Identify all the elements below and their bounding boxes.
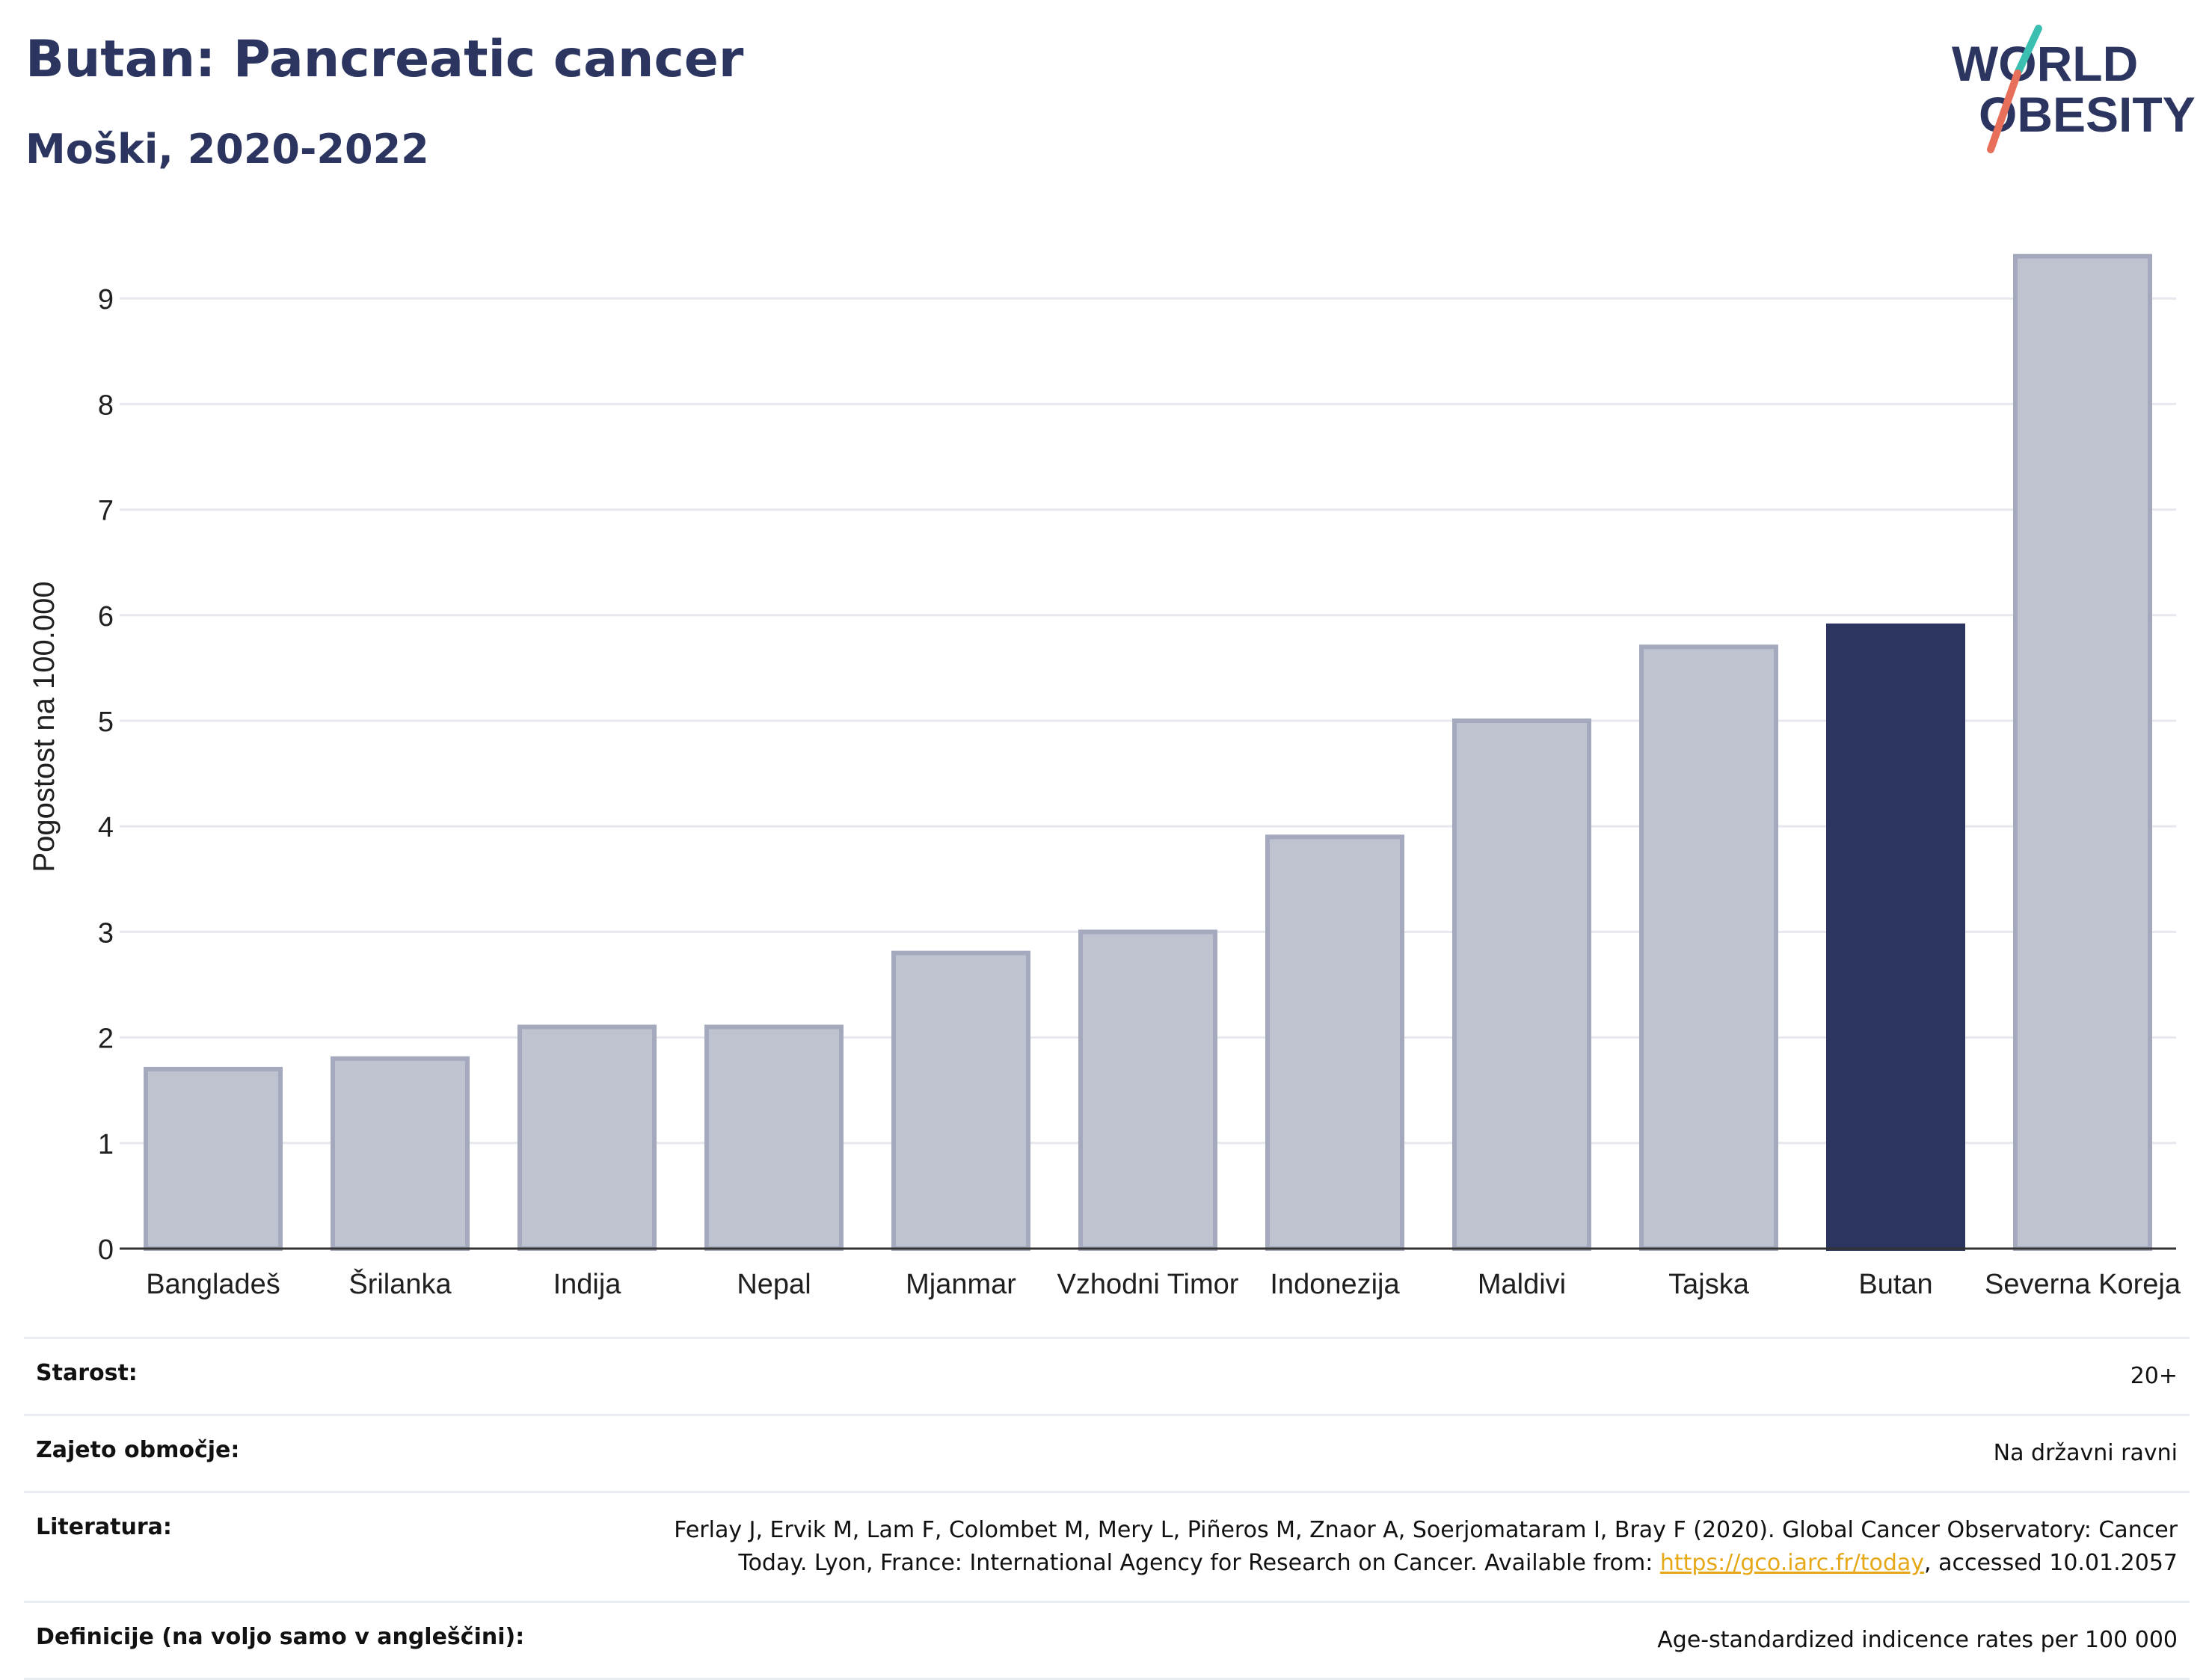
- info-row-literature: Literatura: Ferlay J, Ervik M, Lam F, Co…: [24, 1491, 2190, 1601]
- definitions-label: Definicije (na voljo samo v angleščini):: [36, 1624, 525, 1650]
- age-label: Starost:: [36, 1360, 138, 1386]
- page-title: Butan: Pancreatic cancer: [25, 30, 744, 89]
- info-row-age: Starost: 20+: [24, 1337, 2190, 1414]
- logo-line2: OBESITY: [1979, 87, 2196, 142]
- literature-link[interactable]: https://gco.iarc.fr/today: [1659, 1550, 1925, 1576]
- bar-chart: 0 1 2 3 4 5 6 7 8 9 Bangladeš Šrilanka Indija Nepal Mj…: [28, 253, 2181, 1300]
- y-tick-label: 9: [98, 284, 114, 316]
- axis-layer: 0 1 2 3 4 5 6 7 8 9 Bangladeš Šrilanka Indija Nepal Mj…: [98, 284, 2181, 1300]
- y-tick-label: 4: [98, 812, 114, 843]
- logo-line1: WORLD: [1952, 36, 2138, 91]
- x-tick-label: Severna Koreja: [1985, 1269, 2181, 1300]
- y-tick-label: 8: [98, 390, 114, 421]
- literature-accessed: , accessed 10.01.2057: [1924, 1550, 2178, 1576]
- y-tick-label: 7: [98, 496, 114, 527]
- bar-Maldivi: [1452, 719, 1591, 1251]
- x-tick-label: Indija: [553, 1269, 622, 1300]
- bars-layer: [144, 253, 2152, 1252]
- definitions-value: Age-standardized indicence rates per 100…: [1657, 1627, 2178, 1653]
- area-value: Na državni ravni: [1993, 1440, 2178, 1466]
- bar-Vzhodni Timor: [1078, 929, 1217, 1252]
- info-table: Starost: 20+ Zajeto območje: Na državni …: [24, 1337, 2190, 1680]
- y-tick-label: 3: [98, 917, 114, 949]
- y-tick-label: 6: [98, 601, 114, 633]
- bar-Bangladeš: [144, 1066, 283, 1251]
- y-tick-label: 2: [98, 1024, 114, 1055]
- literature-value: Ferlay J, Ervik M, Lam F, Colombet M, Me…: [622, 1514, 2178, 1580]
- area-label: Zajeto območje:: [36, 1437, 240, 1463]
- bar-Šrilanka: [331, 1056, 470, 1251]
- x-tick-label: Bangladeš: [146, 1269, 280, 1300]
- y-axis-label: Pogostost na 100.000: [28, 581, 61, 872]
- bar-Severna Koreja: [2013, 253, 2152, 1252]
- x-tick-label: Maldivi: [1478, 1269, 1566, 1300]
- literature-label: Literatura:: [36, 1514, 172, 1540]
- bar-Mjanmar: [891, 950, 1030, 1251]
- x-tick-label: Mjanmar: [906, 1269, 1016, 1300]
- x-tick-label: Vzhodni Timor: [1057, 1269, 1239, 1300]
- page-subtitle: Moški, 2020-2022: [25, 126, 429, 173]
- world-obesity-logo: WORLD OBESITY: [1952, 25, 2196, 153]
- logo-slash-teal: [2014, 25, 2042, 77]
- y-tick-label: 5: [98, 707, 114, 738]
- x-tick-label: Indonezija: [1270, 1269, 1400, 1300]
- info-row-definitions: Definicije (na voljo samo v angleščini):…: [24, 1601, 2190, 1680]
- x-tick-label: Šrilanka: [348, 1267, 452, 1300]
- literature-text: Ferlay J, Ervik M, Lam F, Colombet M, Me…: [674, 1517, 2178, 1576]
- age-value: 20+: [2130, 1363, 2178, 1389]
- y-tick-label: 0: [98, 1234, 114, 1266]
- info-row-area: Zajeto območje: Na državni ravni: [24, 1414, 2190, 1491]
- x-tick-label: Butan: [1858, 1269, 1932, 1300]
- bar-Nepal: [704, 1024, 844, 1251]
- x-tick-label: Nepal: [737, 1269, 811, 1300]
- bar-Butan: [1826, 623, 1965, 1251]
- x-tick-label: Tajska: [1668, 1269, 1750, 1300]
- logo-slash-red: [1987, 70, 2021, 153]
- bar-Indija: [517, 1024, 657, 1251]
- bar-Tajska: [1639, 644, 1778, 1251]
- bar-Indonezija: [1265, 834, 1404, 1251]
- y-tick-label: 1: [98, 1129, 114, 1160]
